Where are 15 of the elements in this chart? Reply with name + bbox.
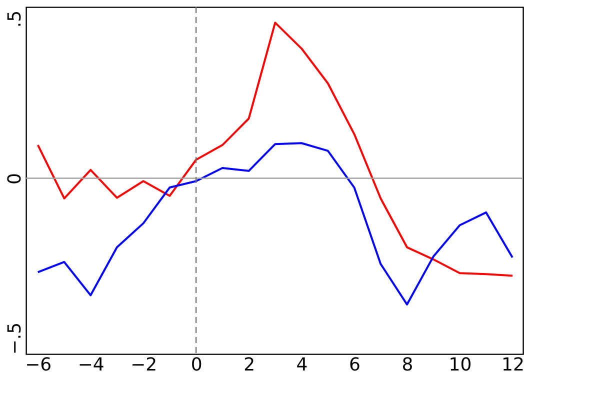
x-tick-label: 0 [190,354,202,376]
x-tick-label: 10 [448,354,472,376]
x-tick-label: −6 [25,354,52,376]
y-tick-label: −.5 [4,322,26,355]
x-tick-label: 8 [402,354,414,376]
y-tick-label: 0 [4,173,26,184]
x-tick-label: −4 [78,354,104,376]
x-tick-label: −2 [130,354,158,376]
line-series [36,22,514,277]
y-tick-label: .5 [4,10,26,28]
x-tick-label: 4 [296,354,308,376]
x-tick-label: 6 [349,354,360,376]
x-tick-label: 12 [502,354,524,376]
line-series [36,142,514,306]
x-tick-label: 2 [244,354,256,376]
